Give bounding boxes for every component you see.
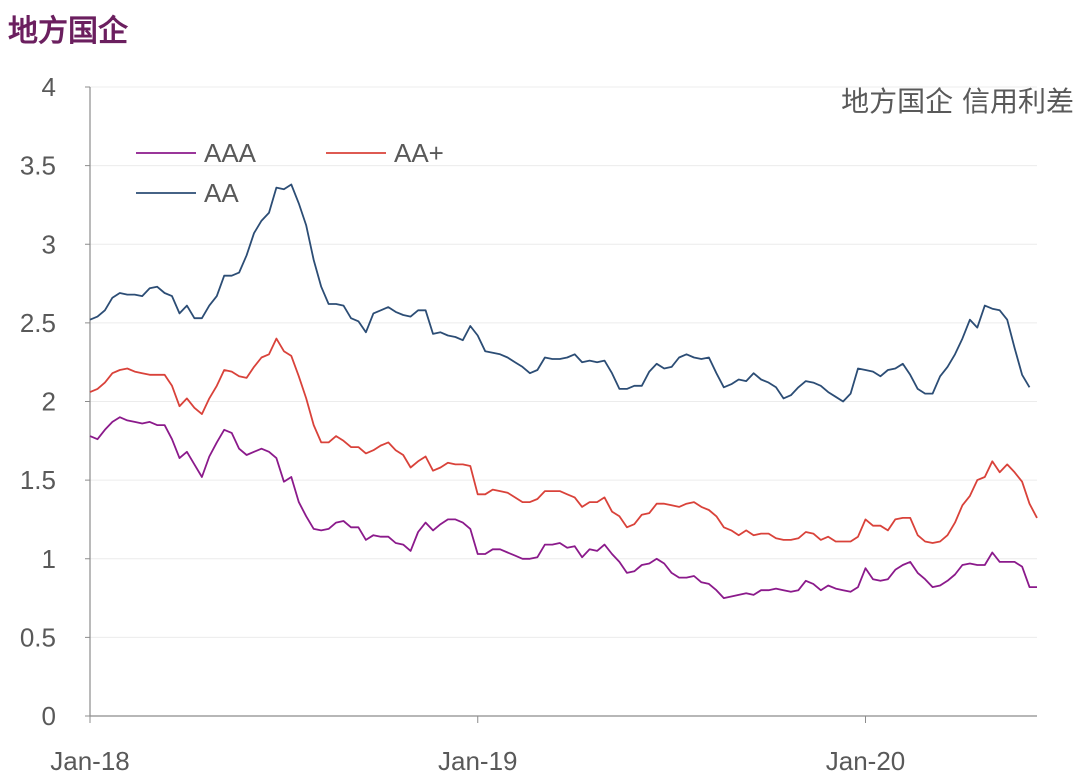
grid-lines xyxy=(90,86,1037,638)
legend-label: AAA xyxy=(204,138,257,168)
y-tick-label: 3 xyxy=(42,229,56,259)
series-line-aaa xyxy=(89,416,1037,599)
y-tick-label: 1.5 xyxy=(20,465,56,495)
legend-label: AA+ xyxy=(394,138,444,168)
chart-title: 地方国企 信用利差 xyxy=(841,85,1074,118)
tick-labels: 0 0.5 1 1.5 2 2.5 3 3.5 4 Jan-18 Jan-19 Jan-20 xyxy=(20,72,905,776)
y-tick-label: 0 xyxy=(42,701,56,731)
y-tick-label: 1 xyxy=(42,544,56,574)
x-tick-label: Jan-18 xyxy=(50,746,130,776)
series-lines xyxy=(89,183,1038,599)
y-tick-label: 3.5 xyxy=(20,151,56,181)
x-tick-label: Jan-19 xyxy=(438,746,518,776)
legend-label: AA xyxy=(204,178,239,208)
series-line-aa xyxy=(89,183,1031,403)
axes xyxy=(85,86,1037,723)
y-tick-label: 4 xyxy=(42,72,56,102)
x-tick-label: Jan-20 xyxy=(826,746,906,776)
page-title: 地方国企 xyxy=(8,14,128,49)
legend: AAA AA+ AA xyxy=(136,138,444,208)
y-tick-label: 2.5 xyxy=(20,308,56,338)
y-tick-label: 2 xyxy=(42,387,56,417)
y-tick-label: 0.5 xyxy=(20,622,56,652)
series-line-aa-plus xyxy=(89,337,1038,544)
